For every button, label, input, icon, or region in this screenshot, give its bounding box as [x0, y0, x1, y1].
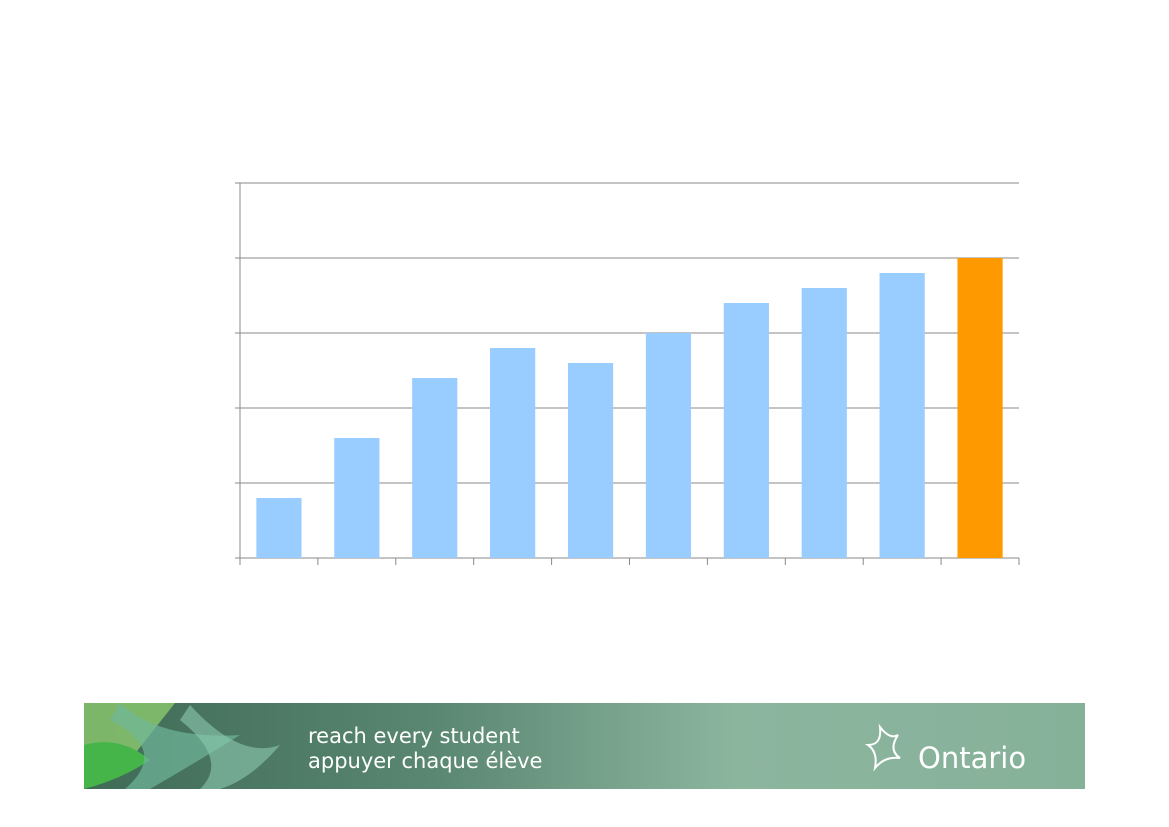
tagline-en: reach every student: [308, 724, 520, 748]
trillium-logo: [864, 723, 901, 772]
bar: [879, 273, 925, 558]
leaf-shape: [110, 703, 240, 789]
bar: [801, 288, 847, 558]
footer-banner: reach every student appuyer chaque élève…: [84, 703, 1085, 789]
banner-bg: [84, 703, 1085, 789]
leaf-shape: [84, 742, 150, 789]
logo-text: Ontario: [918, 741, 1026, 775]
bar: [723, 303, 769, 558]
bar: [412, 378, 458, 558]
bar: [490, 348, 536, 558]
leaf-shape: [180, 705, 280, 789]
tagline-fr: appuyer chaque élève: [308, 749, 542, 773]
bar: [567, 363, 614, 558]
bar: [645, 333, 692, 558]
bar: [256, 498, 302, 558]
bar: [957, 258, 1003, 558]
bar: [334, 438, 380, 558]
chart: [235, 182, 1020, 565]
